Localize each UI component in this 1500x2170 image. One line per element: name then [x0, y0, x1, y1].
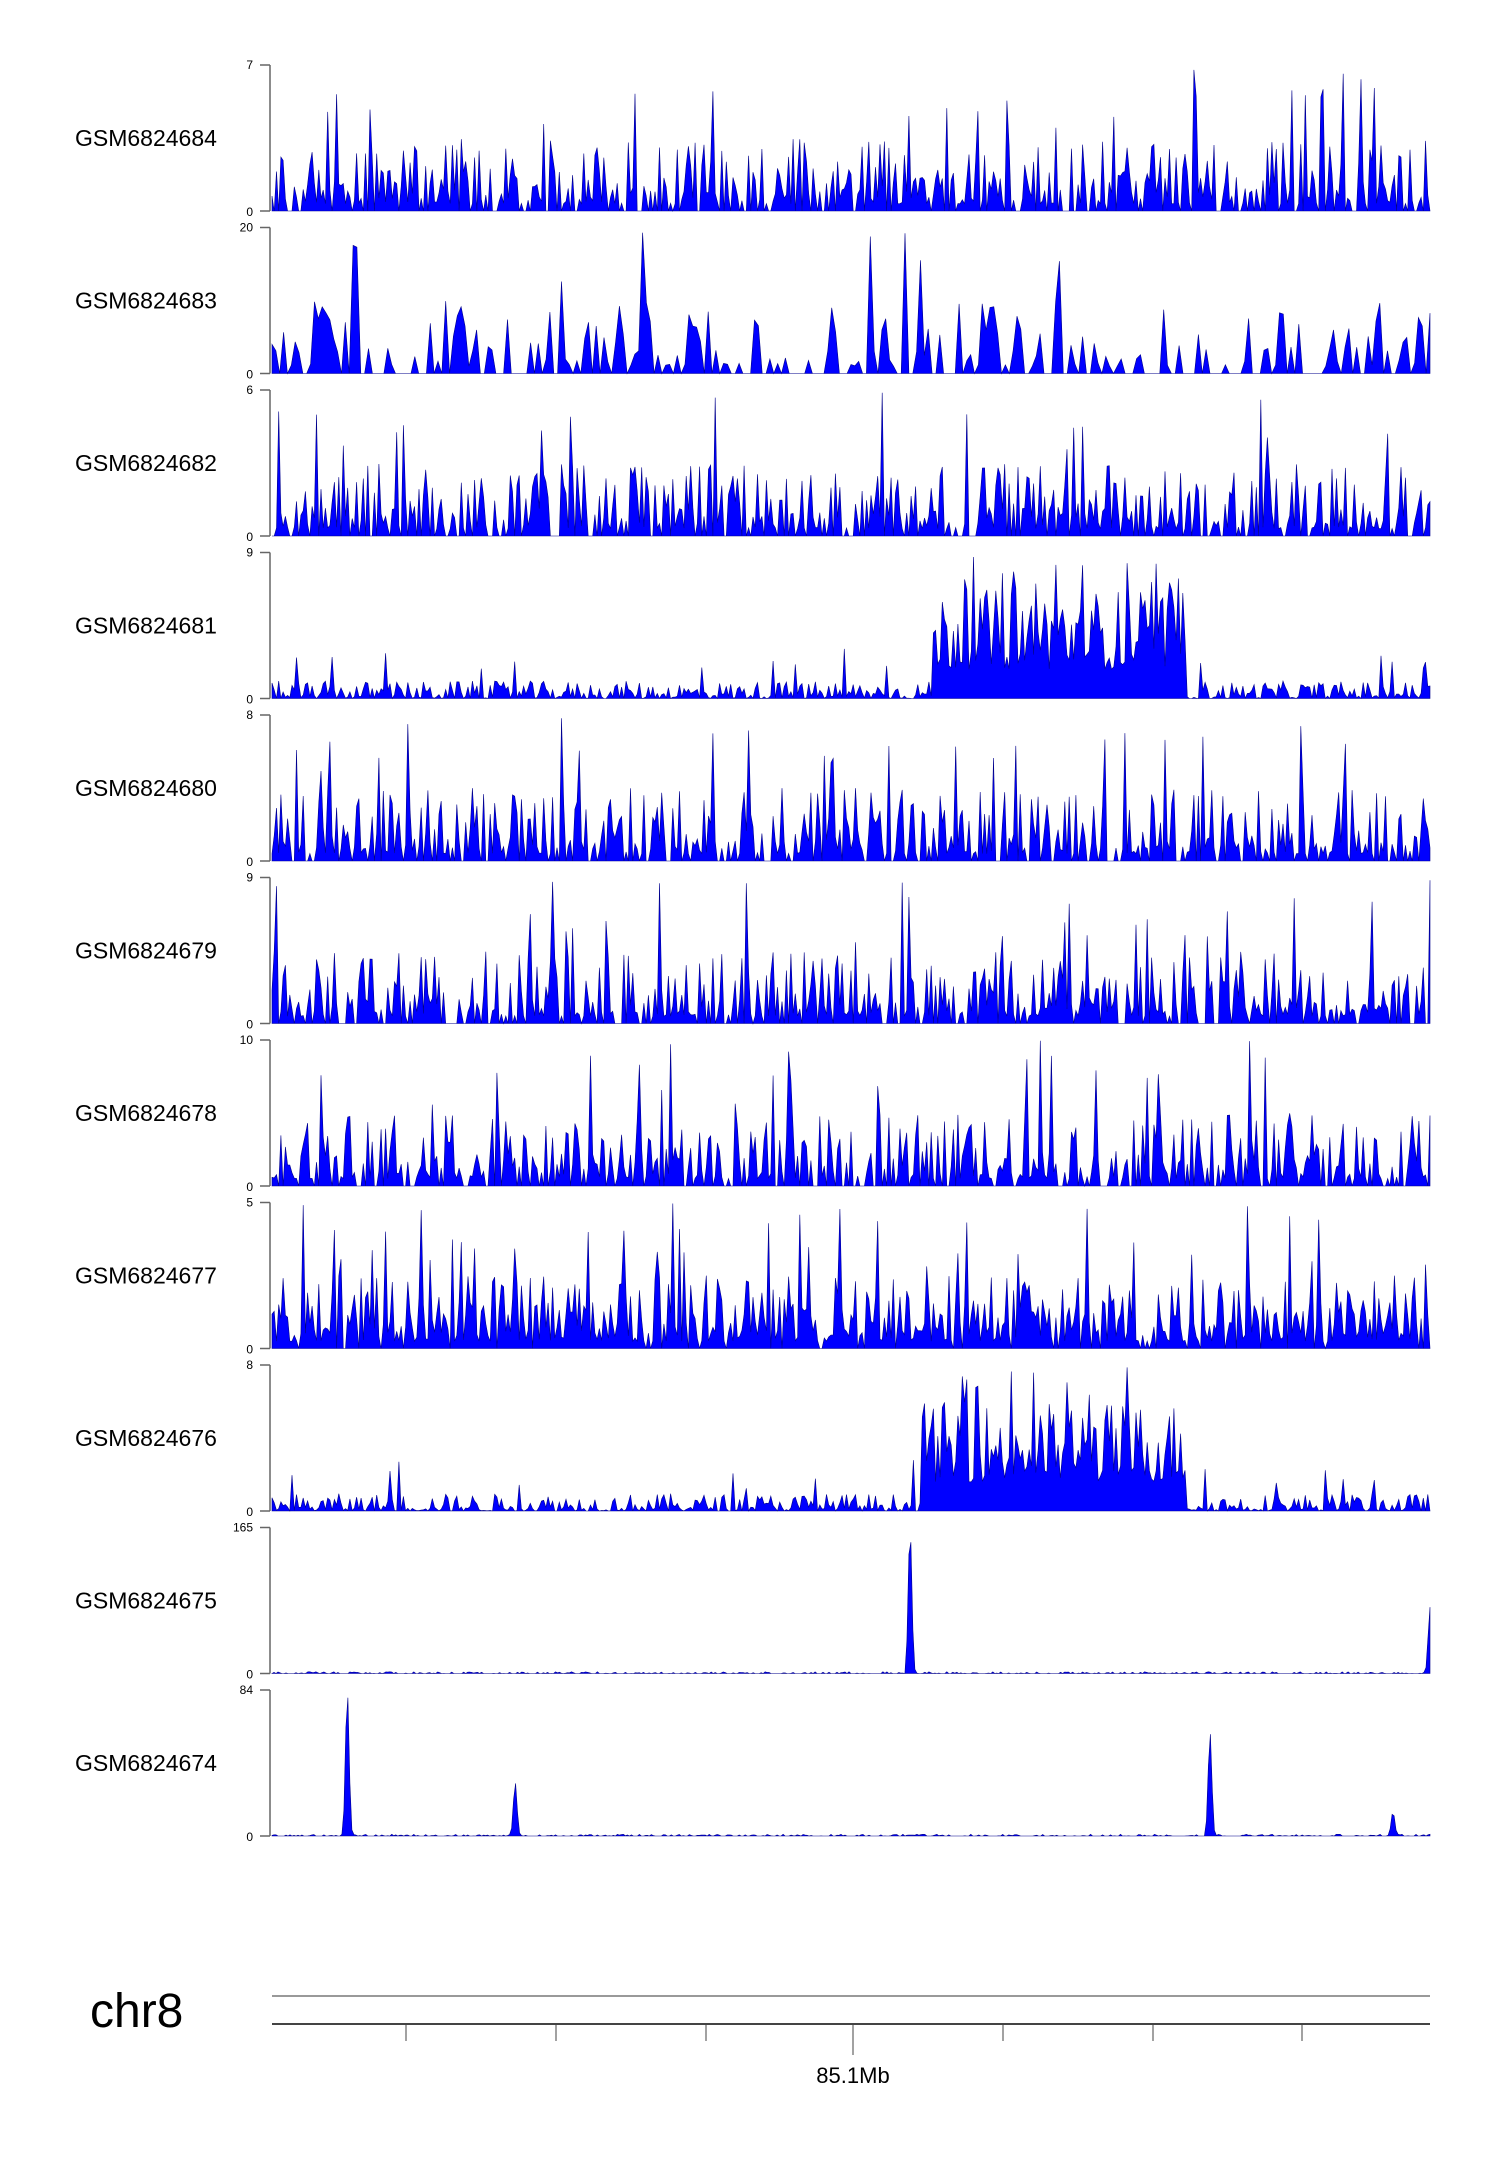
- signal-area: [271, 69, 1431, 213]
- position-label: 85.1Mb: [816, 2063, 889, 2088]
- y-tick-label-min: 0: [246, 1668, 253, 1682]
- signal-area: [271, 1040, 1431, 1188]
- track-label: GSM6824682: [75, 450, 217, 476]
- y-tick-label-max: 6: [246, 383, 253, 397]
- track-GSM6824679: GSM6824679 9 0: [75, 871, 1431, 1032]
- track-label: GSM6824675: [75, 1588, 217, 1614]
- signal-area: [270, 1542, 1431, 1674]
- track-label: GSM6824683: [75, 288, 217, 314]
- track-GSM6824675: GSM6824675 165 0: [75, 1521, 1431, 1682]
- y-tick-label-max: 20: [240, 221, 254, 235]
- y-tick-label-max: 8: [246, 1358, 253, 1372]
- y-tick-label-min: 0: [246, 530, 253, 544]
- y-tick-label-max: 10: [240, 1033, 254, 1047]
- y-tick-label-min: 0: [246, 368, 253, 382]
- y-tick-label-max: 165: [233, 1521, 253, 1535]
- track-label: GSM6824679: [75, 938, 217, 964]
- y-tick-label-max: 9: [246, 546, 253, 560]
- y-tick-label-min: 0: [246, 1180, 253, 1194]
- track-label: GSM6824681: [75, 613, 217, 639]
- y-tick-label-max: 84: [240, 1683, 254, 1697]
- track-label: GSM6824676: [75, 1425, 217, 1451]
- track-GSM6824680: GSM6824680 8 0: [75, 708, 1431, 869]
- y-tick-label-max: 8: [246, 708, 253, 722]
- y-tick-label-min: 0: [246, 1018, 253, 1032]
- signal-area: [272, 392, 1431, 537]
- track-label: GSM6824680: [75, 775, 217, 801]
- y-tick-label-min: 0: [246, 1830, 253, 1844]
- track-GSM6824681: GSM6824681 9 0: [75, 546, 1431, 707]
- track-label: GSM6824684: [75, 125, 217, 151]
- y-tick-label-min: 0: [246, 205, 253, 219]
- signal-area: [271, 556, 1431, 700]
- track-GSM6824677: GSM6824677 5 0: [75, 1196, 1431, 1357]
- signal-area: [271, 880, 1431, 1025]
- tracks: GSM682468470GSM6824683200GSM682468260GSM…: [75, 58, 1431, 1844]
- signal-area: [271, 232, 1431, 375]
- track-label: GSM6824677: [75, 1263, 217, 1289]
- track-GSM6824678: GSM6824678 10 0: [75, 1033, 1431, 1194]
- track-GSM6824683: GSM6824683 20 0: [75, 221, 1431, 382]
- genome-ruler: chr8 85.1Mb: [90, 1985, 1430, 2088]
- signal-area: [271, 1697, 1431, 1837]
- signal-area: [271, 1367, 1431, 1512]
- track-GSM6824682: GSM6824682 6 0: [75, 383, 1431, 544]
- y-tick-label-min: 0: [246, 855, 253, 869]
- track-GSM6824684: GSM6824684 7 0: [75, 58, 1431, 219]
- track-label: GSM6824674: [75, 1750, 217, 1776]
- track-GSM6824676: GSM6824676 8 0: [75, 1358, 1431, 1519]
- chromosome-label: chr8: [90, 1985, 183, 2038]
- y-tick-label-min: 0: [246, 1343, 253, 1357]
- y-tick-label-max: 7: [246, 58, 253, 72]
- y-tick-label-min: 0: [246, 693, 253, 707]
- y-tick-label-max: 9: [246, 871, 253, 885]
- track-label: GSM6824678: [75, 1100, 217, 1126]
- y-tick-label-min: 0: [246, 1505, 253, 1519]
- signal-area: [271, 1203, 1431, 1350]
- track-GSM6824674: GSM6824674 84 0: [75, 1683, 1431, 1844]
- y-tick-label-max: 5: [246, 1196, 253, 1210]
- signal-area: [271, 718, 1431, 862]
